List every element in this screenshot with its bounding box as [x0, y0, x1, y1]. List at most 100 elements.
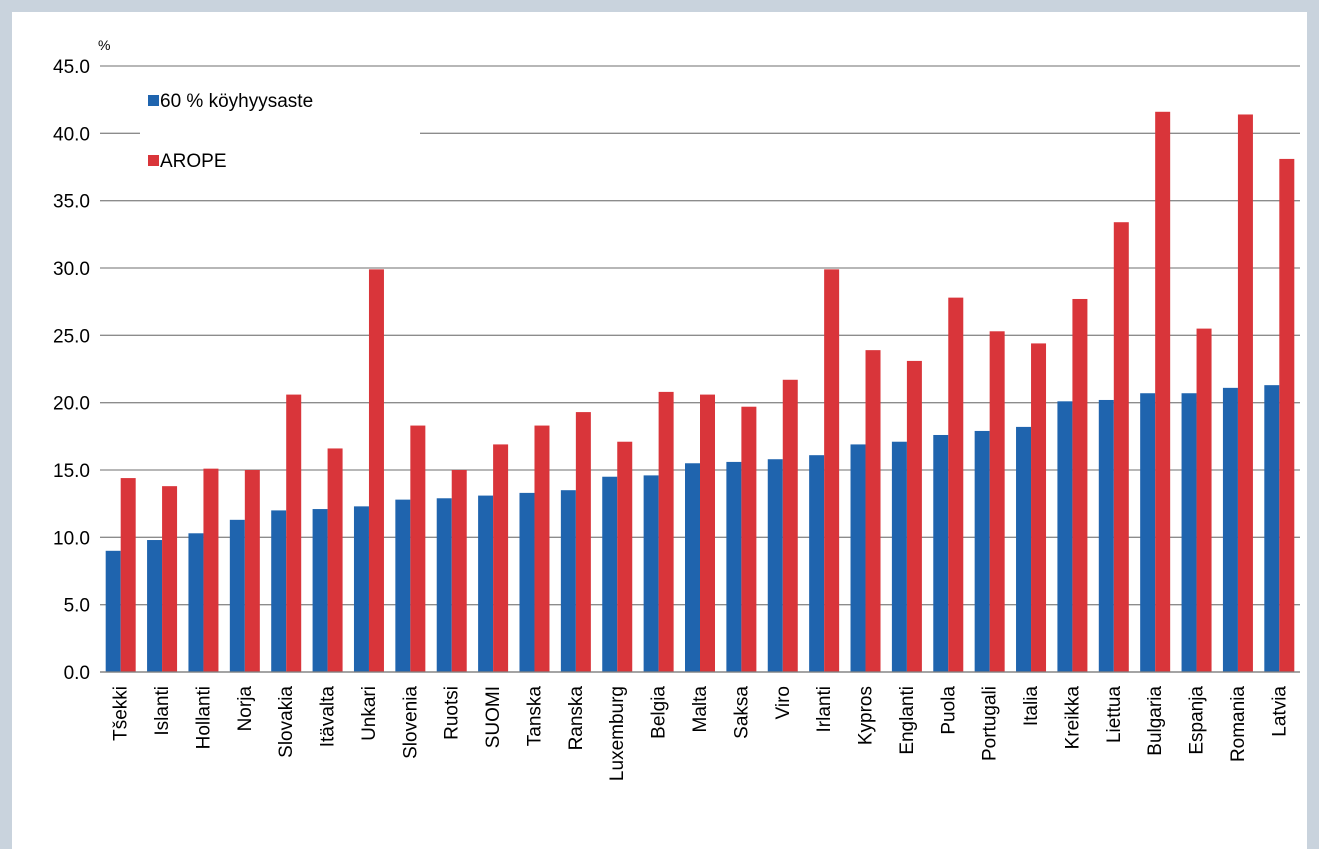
y-tick-label: 45.0 — [53, 57, 90, 78]
bar — [244, 470, 260, 672]
legend-label: AROPE — [160, 151, 227, 172]
bar — [726, 461, 742, 672]
bar — [1031, 343, 1047, 672]
x-tick-label: Liettua — [1104, 686, 1125, 743]
bar — [1155, 111, 1171, 672]
x-tick-label: Norja — [235, 686, 256, 732]
x-tick-label: Kypros — [856, 686, 877, 745]
x-tick-label: SUOMI — [483, 686, 504, 748]
legend-box — [140, 88, 420, 188]
bar — [865, 350, 881, 672]
x-tick-label: Puola — [938, 686, 959, 735]
bar — [700, 394, 715, 672]
x-tick-label: Slovenia — [400, 686, 421, 759]
x-tick-label: Ruotsi — [442, 686, 463, 740]
bar — [933, 434, 949, 672]
x-tick-label: Belgia — [649, 686, 670, 739]
bar — [1222, 387, 1238, 672]
bar — [271, 510, 287, 672]
y-unit-label: % — [98, 37, 110, 53]
bar — [451, 470, 467, 672]
bar — [395, 499, 411, 672]
bar — [767, 459, 783, 672]
bar — [643, 475, 659, 672]
y-tick-label: 40.0 — [53, 124, 90, 145]
legend-label: 60 % köyhyysaste — [160, 91, 313, 112]
bar — [1279, 158, 1295, 673]
x-tick-label: Latvia — [1269, 686, 1290, 737]
x-tick-label: Slovakia — [276, 686, 297, 758]
bar — [989, 331, 1005, 672]
bar — [602, 476, 618, 672]
bar — [741, 406, 757, 672]
x-tick-label: Englanti — [897, 686, 918, 755]
x-tick-label: Viro — [773, 686, 794, 719]
bar — [948, 297, 964, 672]
bar — [120, 478, 136, 672]
bar — [1264, 385, 1280, 672]
bar — [974, 430, 990, 672]
x-tick-label: Italia — [1021, 686, 1042, 727]
legend-swatch — [148, 95, 159, 106]
x-tick-label: Espanja — [1187, 686, 1208, 755]
bar — [410, 425, 426, 672]
bar — [658, 391, 674, 672]
bar — [229, 519, 245, 672]
legend-swatch — [148, 155, 159, 166]
bar — [1181, 393, 1197, 672]
y-tick-label: 15.0 — [53, 461, 90, 482]
x-tick-label: Bulgaria — [1145, 686, 1166, 756]
bar — [891, 441, 907, 672]
bar — [436, 498, 452, 672]
y-tick-label: 20.0 — [53, 394, 90, 415]
bar — [1113, 222, 1129, 673]
bar — [105, 550, 121, 672]
x-tick-label: Tanska — [524, 686, 545, 747]
x-tick-label: Malta — [690, 686, 711, 733]
bar — [493, 444, 509, 672]
bar — [782, 379, 798, 672]
bar — [353, 506, 369, 672]
y-tick-label: 10.0 — [53, 528, 90, 549]
bar — [1196, 328, 1212, 672]
x-tick-label: Portugali — [980, 686, 1001, 761]
x-tick-label: Ranska — [566, 686, 587, 751]
bar — [203, 468, 219, 672]
bar — [906, 360, 922, 672]
bar — [312, 509, 328, 672]
bar — [560, 490, 576, 672]
bar — [478, 495, 494, 672]
x-tick-label: Islanti — [152, 686, 173, 736]
bar — [162, 486, 178, 672]
y-tick-label: 5.0 — [64, 596, 90, 617]
bar — [1237, 114, 1253, 673]
bar — [368, 269, 384, 672]
x-tick-label: Hollanti — [193, 686, 214, 749]
x-tick-label: Romania — [1228, 686, 1249, 762]
bar — [534, 425, 550, 672]
bar — [1098, 399, 1114, 672]
y-tick-label: 25.0 — [53, 326, 90, 347]
bar — [147, 540, 163, 672]
x-tick-label: Luxemburg — [607, 686, 628, 781]
bar — [824, 269, 840, 672]
y-tick-label: 35.0 — [53, 192, 90, 213]
x-tick-label: Irlanti — [814, 686, 835, 732]
bar — [685, 463, 700, 672]
bar — [1140, 393, 1156, 672]
bar — [809, 455, 825, 672]
x-tick-label: Saksa — [731, 686, 752, 739]
bar — [1072, 298, 1088, 672]
bar — [850, 444, 866, 672]
bar — [519, 492, 535, 672]
bar — [575, 412, 591, 672]
bar — [617, 441, 633, 672]
x-tick-label: Unkari — [359, 686, 380, 741]
y-tick-label: 0.0 — [64, 663, 90, 684]
x-tick-label: Itävalta — [318, 686, 339, 748]
x-tick-label: Kreikka — [1062, 686, 1083, 750]
bar — [1057, 401, 1073, 672]
x-tick-label: Tšekki — [111, 686, 132, 741]
